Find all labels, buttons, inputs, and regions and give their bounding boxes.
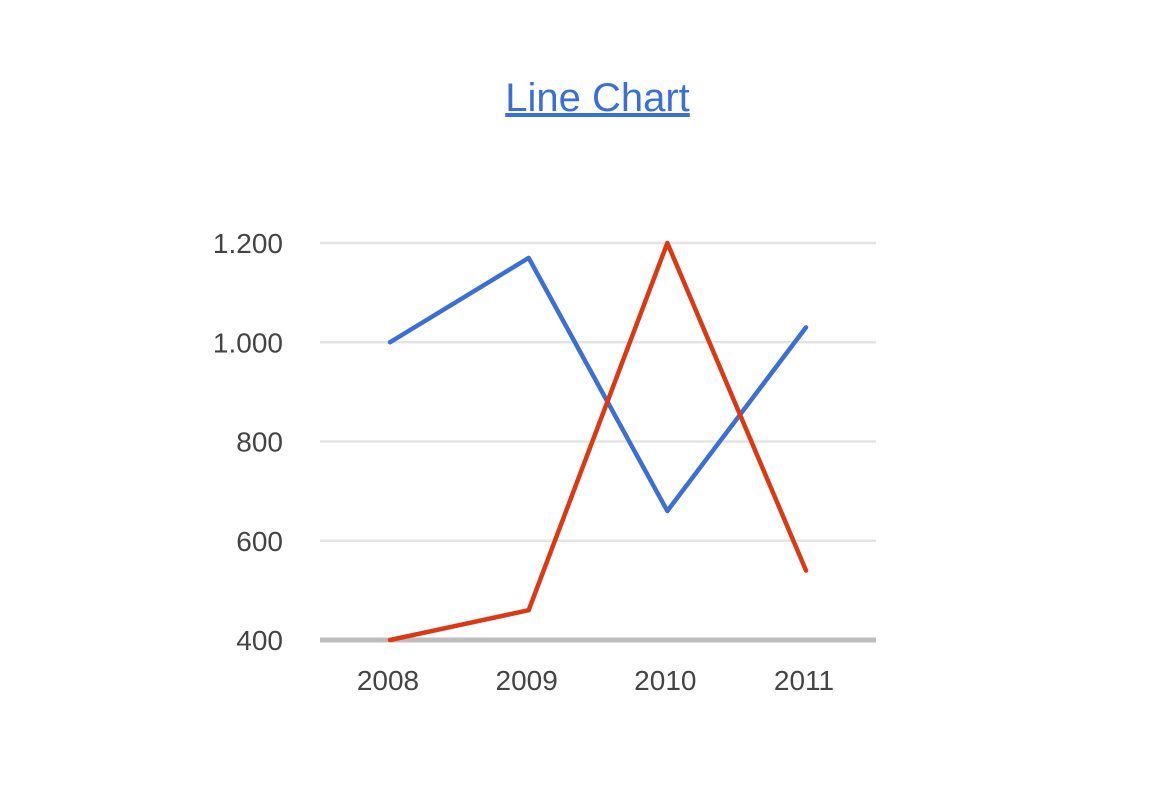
data-point (804, 568, 808, 573)
gridlines (320, 241, 876, 643)
data-point (388, 638, 392, 642)
chart-title-link[interactable]: Line Chart (505, 76, 690, 120)
data-point (665, 241, 670, 245)
y-tick-label: 800 (236, 427, 283, 458)
data-point (804, 325, 808, 330)
y-tick-label: 1.000 (213, 327, 283, 358)
x-tick-label: 2011 (774, 665, 834, 696)
y-tick-label: 600 (236, 526, 283, 557)
data-point (388, 340, 392, 345)
x-tick-label: 2008 (357, 665, 419, 696)
y-axis: 400 600 800 1.000 1.200 (213, 228, 283, 656)
series-lines (387, 240, 809, 643)
series-line-2 (387, 240, 809, 643)
series-line-1 (387, 255, 809, 514)
y-tick-label: 1.200 (213, 228, 283, 259)
y-tick-label: 400 (236, 625, 283, 656)
data-point (665, 508, 670, 513)
x-axis: 2008 2009 2010 2011 (357, 665, 834, 696)
data-point (526, 608, 531, 613)
data-point (526, 255, 531, 260)
x-tick-label: 2009 (496, 665, 558, 696)
x-tick-label: 2010 (634, 665, 696, 696)
